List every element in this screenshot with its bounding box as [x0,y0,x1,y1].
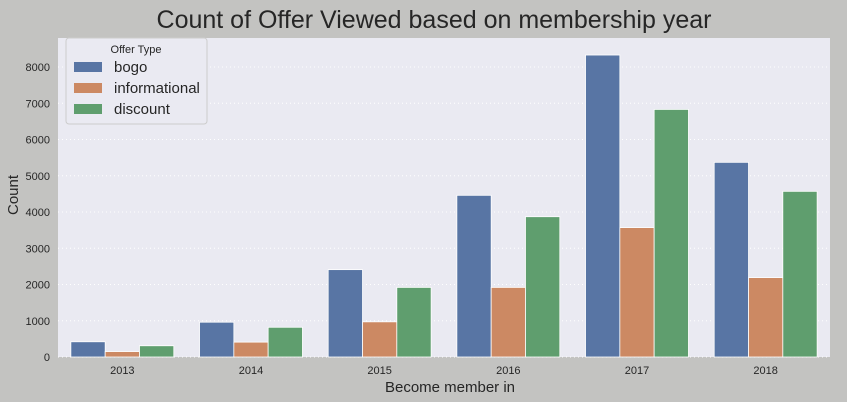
bar-informational-2016 [490,286,526,358]
y-tick-label: 4000 [26,207,50,219]
x-tick-label: 2016 [496,365,520,377]
legend-swatch-bogo [74,62,102,72]
x-tick-label: 2018 [753,365,777,377]
bar-discount-2016 [525,216,561,358]
legend-swatch-informational [74,83,102,93]
y-tick-labels: 0 1000 2000 3000 4000 5000 6000 7000 8000 [26,62,50,364]
x-tick-label: 2013 [110,365,134,377]
bar-bogo-2014 [199,321,235,358]
y-tick-label: 6000 [26,135,50,147]
bar-bogo-2017 [585,54,621,358]
bar-informational-2013 [104,351,140,358]
x-tick-labels: 2013 2014 2015 2016 2017 2018 [110,365,778,377]
legend-label-discount: discount [114,101,171,118]
y-axis-label: Count [5,174,22,215]
y-tick-label: 0 [44,352,50,364]
bars [70,54,818,358]
y-tick-label: 3000 [26,243,50,255]
x-tick-label: 2017 [625,365,649,377]
bar-bogo-2018 [713,161,749,358]
legend-swatch-discount [74,104,102,114]
bar-informational-2014 [233,341,269,358]
legend-label-bogo: bogo [114,59,147,76]
legend-items: bogo informational discount [74,59,200,118]
bar-bogo-2016 [456,194,492,358]
x-tick-label: 2014 [239,365,263,377]
y-tick-label: 8000 [26,62,50,74]
bar-discount-2017 [653,109,689,358]
bar-bogo-2013 [70,341,106,358]
bar-discount-2015 [396,286,432,358]
x-axis-label: Become member in [385,379,515,396]
y-tick-label: 7000 [26,98,50,110]
bar-discount-2018 [782,190,818,358]
legend-label-informational: informational [114,80,200,97]
legend-box [65,37,208,125]
bar-informational-2017 [619,227,655,358]
legend: Offer Type bogo informational discount [65,37,208,125]
y-tick-label: 2000 [26,280,50,292]
bar-discount-2013 [139,345,175,358]
bar-informational-2018 [748,277,784,358]
chart-title: Count of Offer Viewed based on membershi… [157,6,712,34]
bar-bogo-2015 [327,269,363,358]
y-tick-label: 1000 [26,316,50,328]
y-tick-label: 5000 [26,171,50,183]
bar-discount-2014 [267,326,303,358]
legend-title: Offer Type [111,44,162,56]
bar-informational-2015 [362,321,398,358]
x-tick-label: 2015 [367,365,391,377]
